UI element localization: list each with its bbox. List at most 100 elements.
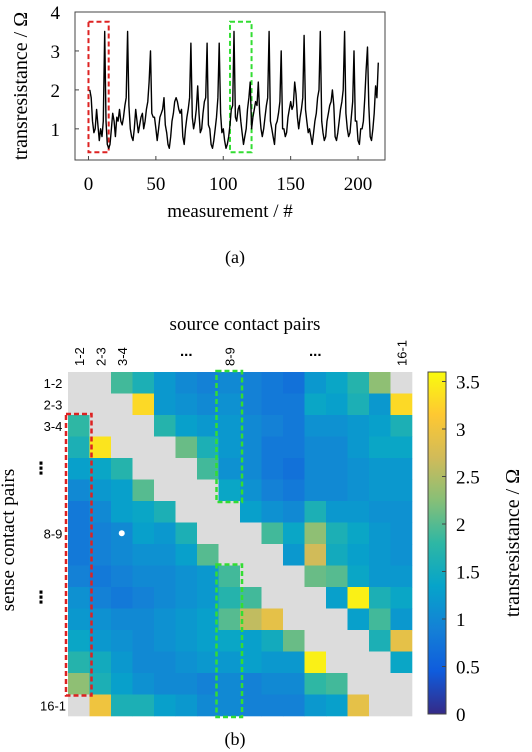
heatmap-cell — [132, 372, 155, 394]
heatmap-cell — [304, 522, 327, 545]
heatmap-cell — [390, 630, 413, 652]
heatmap-cell — [175, 694, 198, 717]
heatmap-cell — [154, 544, 176, 566]
heatmap-cell — [390, 694, 413, 717]
heatmap-cell — [304, 479, 327, 502]
heatmap-cell — [283, 565, 305, 588]
heatmap-cell — [175, 458, 198, 480]
x-label: 1-2 — [72, 347, 87, 366]
heatmap-cell — [132, 565, 155, 588]
y-label-ellipsis: ⋮ — [33, 459, 50, 478]
heatmap-cell — [326, 630, 348, 652]
heatmap-cell — [68, 565, 90, 588]
heatmap-cell — [369, 587, 391, 609]
heatmap-cell — [197, 436, 219, 459]
colorbar-tick-label: 0 — [456, 705, 466, 726]
heatmap-cell — [197, 608, 219, 631]
heatmap-cell — [347, 630, 370, 652]
heatmap-cell — [304, 372, 327, 394]
heatmap-cell — [218, 630, 241, 652]
heatmap-cell — [347, 673, 370, 695]
heatmap-cell — [89, 673, 112, 695]
heatmap-cell — [261, 694, 284, 717]
heatmap-cell — [175, 522, 198, 545]
heatmap-cell — [175, 501, 198, 523]
heatmap-cell — [132, 673, 155, 695]
heatmap-cell — [197, 522, 219, 545]
y-label-ellipsis: ⋮ — [33, 588, 50, 607]
heatmap-cell — [132, 415, 155, 437]
heatmap-cell — [390, 436, 413, 459]
colorbar-label: transresistance / Ω — [502, 469, 524, 617]
heatmap-cell — [304, 608, 327, 631]
heatmap-marker-dot — [118, 530, 125, 537]
heatmap-cell — [261, 479, 284, 502]
heatmap-cell — [240, 436, 262, 459]
heatmap-cell — [326, 544, 348, 566]
heatmap-cell — [326, 415, 348, 437]
heatmap-cell — [369, 630, 391, 652]
heatmap-cell — [283, 587, 305, 609]
x-tick-label: 50 — [146, 174, 165, 195]
heatmap-cell — [89, 372, 112, 394]
heatmap-cell — [390, 587, 413, 609]
heatmap-cell — [261, 673, 284, 695]
colorbar-tick-label: 3 — [456, 420, 466, 441]
y-label: 2-3 — [44, 397, 63, 412]
heatmap-cell — [261, 415, 284, 437]
heatmap-cells — [68, 372, 413, 717]
heatmap-cell — [369, 694, 391, 717]
heatmap-cell — [218, 479, 241, 502]
y-tick-label: 1 — [51, 120, 61, 141]
heatmap-cell — [218, 608, 241, 631]
heatmap-cell — [89, 501, 112, 523]
heatmap-cell — [347, 608, 370, 631]
heatmap-cell — [283, 608, 305, 631]
heatmap-cell — [89, 608, 112, 631]
y-label: 16-1 — [40, 698, 66, 713]
heatmap-cell — [347, 587, 370, 609]
line-highlight-box-2 — [229, 20, 253, 154]
heatmap-cell — [154, 587, 176, 609]
heatmap-cell — [347, 522, 370, 545]
heatmap-cell — [68, 479, 90, 502]
heatmap-cell — [304, 544, 327, 566]
heatmap-cell — [175, 608, 198, 631]
heatmap-cell — [218, 565, 241, 588]
heatmap-cell — [304, 436, 327, 459]
line-plot-frame — [74, 11, 386, 161]
x-label-ellipsis: ... — [180, 343, 193, 360]
heatmap-cell — [154, 458, 176, 480]
heatmap-cell — [390, 522, 413, 545]
heatmap-cell — [197, 458, 219, 480]
line-highlight-boxes — [87, 20, 253, 154]
heatmap-cell — [283, 479, 305, 502]
heatmap-cell — [304, 673, 327, 695]
heatmap-cell — [197, 694, 219, 717]
heatmap-cell — [89, 587, 112, 609]
heatmap-cell — [390, 372, 413, 394]
heatmap-cell — [240, 544, 262, 566]
heatmap-cell — [347, 651, 370, 674]
heatmap-cell — [132, 651, 155, 674]
heatmap-cell — [369, 544, 391, 566]
heatmap-cell — [326, 694, 348, 717]
x-label-ellipsis: ... — [309, 343, 322, 360]
heatmap-cell — [68, 630, 90, 652]
heatmap-cell — [132, 608, 155, 631]
heatmap-cell — [132, 501, 155, 523]
x-label: 16-1 — [394, 340, 409, 366]
heatmap-cell — [240, 522, 262, 545]
heatmap-cell — [390, 544, 413, 566]
heatmap-cell — [240, 630, 262, 652]
heatmap-cell — [347, 393, 370, 416]
heatmap-cell — [369, 436, 391, 459]
heatmap-cell — [175, 651, 198, 674]
heatmap-cell — [68, 501, 90, 523]
colorbar-tick-label: 2.5 — [456, 468, 480, 489]
heatmap-cell — [304, 630, 327, 652]
heatmap-cell — [369, 501, 391, 523]
heatmap-cell — [304, 458, 327, 480]
heatmap-cell — [218, 501, 241, 523]
heatmap-cell — [261, 608, 284, 631]
